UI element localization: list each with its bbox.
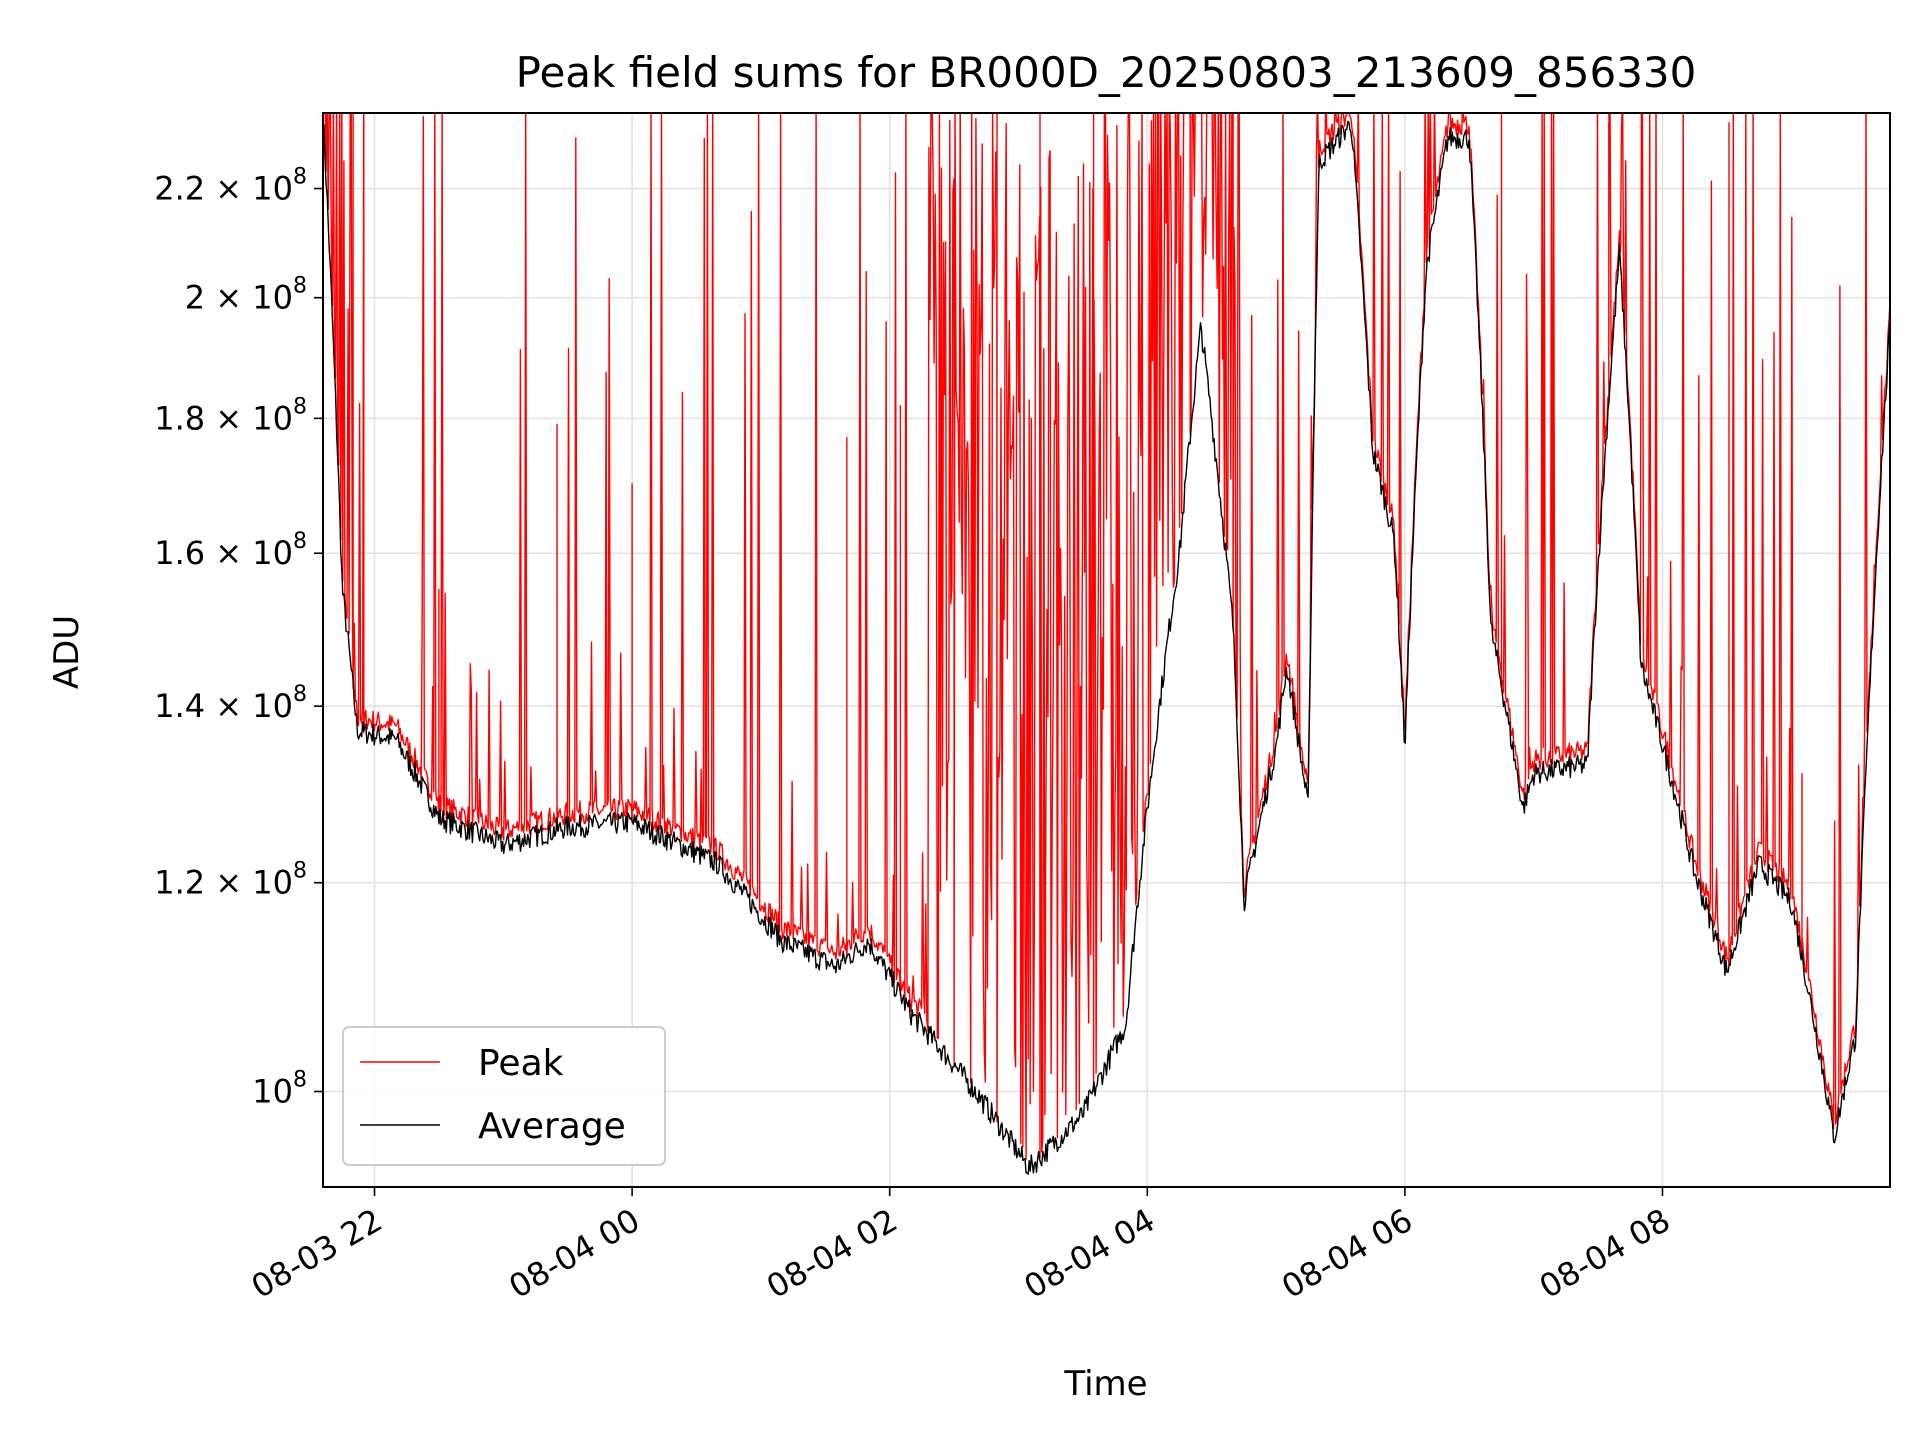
y-tick-label: 1.8 × 108 [154, 394, 307, 437]
y-tick-label: 108 [252, 1068, 307, 1111]
series-line-peak [324, 113, 1890, 1160]
series-layer [323, 113, 1890, 1175]
plot-frame [322, 112, 1891, 1188]
grid [323, 113, 1890, 1187]
y-tick-label: 2.2 × 108 [154, 165, 307, 208]
legend-label-average: Average [478, 1106, 626, 1147]
series-line-average [323, 120, 1890, 1175]
y-axis: 108 1.2 × 108 1.4 × 108 1.6 × 108 1.8 × 108 2… [154, 165, 323, 1111]
chart-title: Peak field sums for BR000D_20250803_2136… [516, 48, 1697, 97]
y-tick-label: 1.2 × 108 [154, 859, 307, 902]
y-tick-label: 1.4 × 108 [154, 682, 307, 725]
x-axis-label: Time [1063, 1364, 1147, 1404]
y-tick-label: 1.6 × 108 [154, 529, 307, 572]
legend-label-peak: Peak [478, 1043, 564, 1084]
y-tick-label: 2 × 108 [185, 274, 307, 317]
legend: Peak Average [342, 1026, 666, 1166]
y-axis-label: ADU [47, 615, 87, 689]
